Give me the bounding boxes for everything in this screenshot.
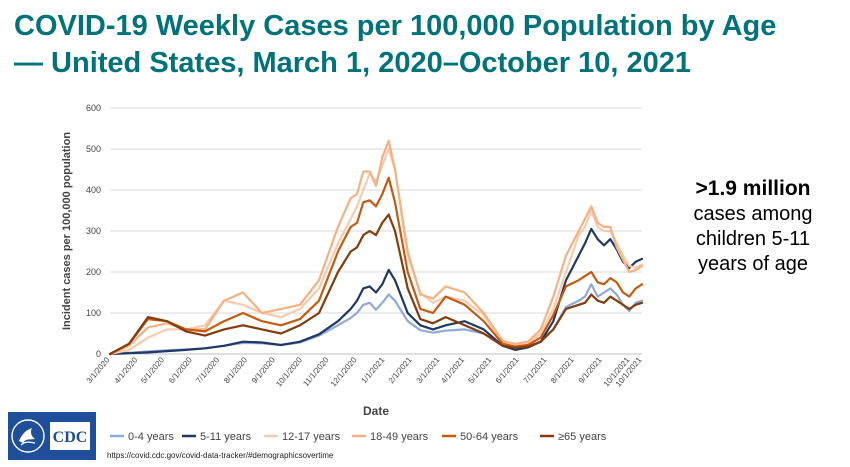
y-tick-label: 600 [86, 103, 101, 113]
x-tick-label: 3/1/2020 [85, 355, 112, 385]
x-tick-label: 6/1/2021 [494, 355, 521, 385]
callout-line-1: cases among [693, 203, 813, 225]
y-tick-label: 400 [86, 185, 101, 195]
x-tick-label: 5/1/2021 [467, 355, 494, 385]
x-tick-label: 12/1/2020 [329, 355, 359, 388]
legend-label: 0-4 years [128, 431, 174, 443]
x-tick-label: 2/1/2021 [387, 355, 414, 385]
legend-label: 50-64 years [460, 431, 519, 443]
x-tick-label: 4/1/2020 [112, 355, 139, 385]
hhs-eagle-icon [11, 419, 45, 453]
y-axis-title: Incident cases per 100,000 population [61, 132, 73, 330]
x-tick-label: 8/1/2020 [222, 355, 249, 385]
title-line-2: — United States, March 1, 2020–October 1… [14, 47, 691, 79]
callout: >1.9 million cases among children 5-11 y… [668, 176, 838, 277]
source-url[interactable]: https://covid.cdc.gov/covid-data-tracker… [107, 451, 334, 460]
x-axis-title: Date [363, 404, 389, 418]
legend-label: 12-17 years [282, 431, 341, 443]
x-tick-label: 6/1/2020 [167, 355, 194, 385]
legend-label: 18-49 years [370, 431, 429, 443]
y-tick-label: 100 [86, 308, 101, 318]
y-tick-label: 300 [86, 226, 101, 236]
cdc-logo: CDC [8, 412, 96, 460]
x-tick-label: 4/1/2021 [439, 355, 466, 385]
legend-label: ≥65 years [558, 431, 607, 443]
cdc-logo-text: CDC [53, 429, 88, 446]
series-line [108, 147, 644, 356]
y-tick-label: 200 [86, 267, 101, 277]
x-tick-label: 3/1/2021 [415, 355, 442, 385]
x-tick-label: 7/1/2020 [194, 355, 221, 385]
x-tick-label: 5/1/2020 [139, 355, 166, 385]
y-tick-label: 0 [96, 349, 101, 359]
page-title: COVID-19 Weekly Cases per 100,000 Popula… [14, 8, 844, 82]
title-line-1: COVID-19 Weekly Cases per 100,000 Popula… [14, 10, 777, 42]
callout-line-2: children 5-11 [695, 228, 811, 250]
x-tick-label: 9/1/2020 [250, 355, 277, 385]
series-line [108, 176, 644, 356]
x-tick-label: 8/1/2021 [549, 355, 576, 385]
series-line [108, 283, 644, 356]
callout-headline: >1.9 million [695, 177, 811, 200]
series-line [108, 227, 644, 356]
series-line [108, 213, 644, 356]
x-tick-label: 1/1/2021 [359, 355, 386, 385]
x-tick-label: 9/1/2021 [577, 355, 604, 385]
callout-line-3: years of age [697, 253, 809, 275]
legend-label: 5-11 years [200, 431, 252, 443]
x-tick-label: 10/1/2020 [274, 355, 304, 388]
x-tick-label: 11/1/2020 [301, 355, 331, 388]
series-line [108, 139, 644, 356]
y-tick-label: 500 [86, 144, 101, 154]
x-tick-label: 7/1/2021 [522, 355, 549, 385]
